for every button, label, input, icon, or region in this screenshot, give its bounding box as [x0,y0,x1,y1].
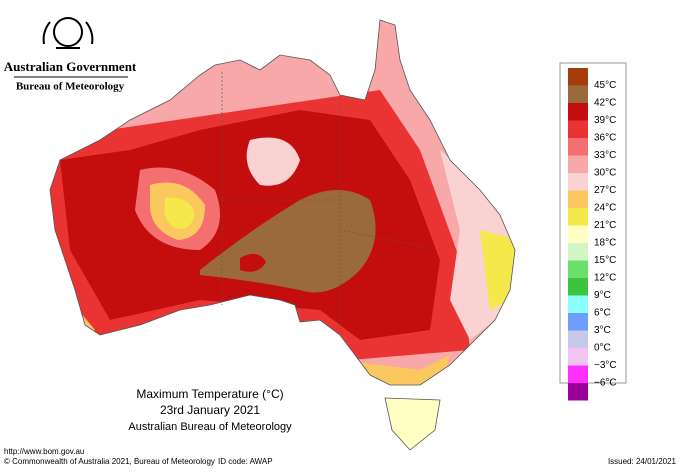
legend-swatch [568,173,588,191]
issued: Issued: 24/01/2021 [608,457,677,466]
legend-swatch [568,103,588,121]
legend-label: 0°C [594,343,611,354]
date: 23rd January 2021 [160,403,260,417]
legend-swatch [568,208,588,226]
legend-label: −3°C [594,360,617,371]
legend-label: 21°C [594,220,616,231]
legend-swatch [568,155,588,173]
legend-label: 3°C [594,325,611,336]
coastline [49,19,516,386]
legend-label: 12°C [594,273,616,284]
legend-label: 45°C [594,80,616,91]
legend-swatch [568,313,588,331]
legend-swatch [568,190,588,208]
legend-label: −6°C [594,378,617,389]
legend-swatch [568,278,588,296]
state-borders [221,72,441,335]
source: Australian Bureau of Meteorology [128,421,292,433]
legend-swatch [568,365,588,383]
legend-label: 36°C [594,133,616,144]
government: Australian Government [4,59,137,74]
legend-swatch [568,348,588,366]
legend-swatch [568,225,588,243]
legend-swatch [568,138,588,156]
legend-label: 42°C [594,98,616,109]
legend-label: 39°C [594,115,616,126]
legend-label: 30°C [594,168,616,179]
legend-label: 15°C [594,255,616,266]
legend-swatch [568,383,588,401]
legend-swatch [568,68,588,86]
legend-swatch [568,330,588,348]
legend-swatch [568,295,588,313]
copyright: © Commonwealth of Australia 2021, Bureau… [4,457,215,466]
crest [42,17,94,49]
tasmania [384,397,441,451]
legend-label: 18°C [594,238,616,249]
url: http://www.bom.gov.au [4,447,84,456]
id-code: ID code: AWAP [218,457,273,466]
legend-swatch [568,120,588,138]
legend-label: 9°C [594,290,611,301]
legend-swatch [568,260,588,278]
legend-swatch [568,85,588,103]
legend-label: 27°C [594,185,616,196]
title: Maximum Temperature (°C) [136,387,283,401]
legend-label: 24°C [594,203,616,214]
legend: 45°C 42°C 39°C 36°C 33°C 30°C 27°C 24°C 21°C 18°C… [568,68,617,401]
legend-swatch [568,243,588,261]
legend-label: 33°C [594,150,616,161]
bureau: Bureau of Meteorology [16,81,125,93]
legend-label: 6°C [594,308,611,319]
